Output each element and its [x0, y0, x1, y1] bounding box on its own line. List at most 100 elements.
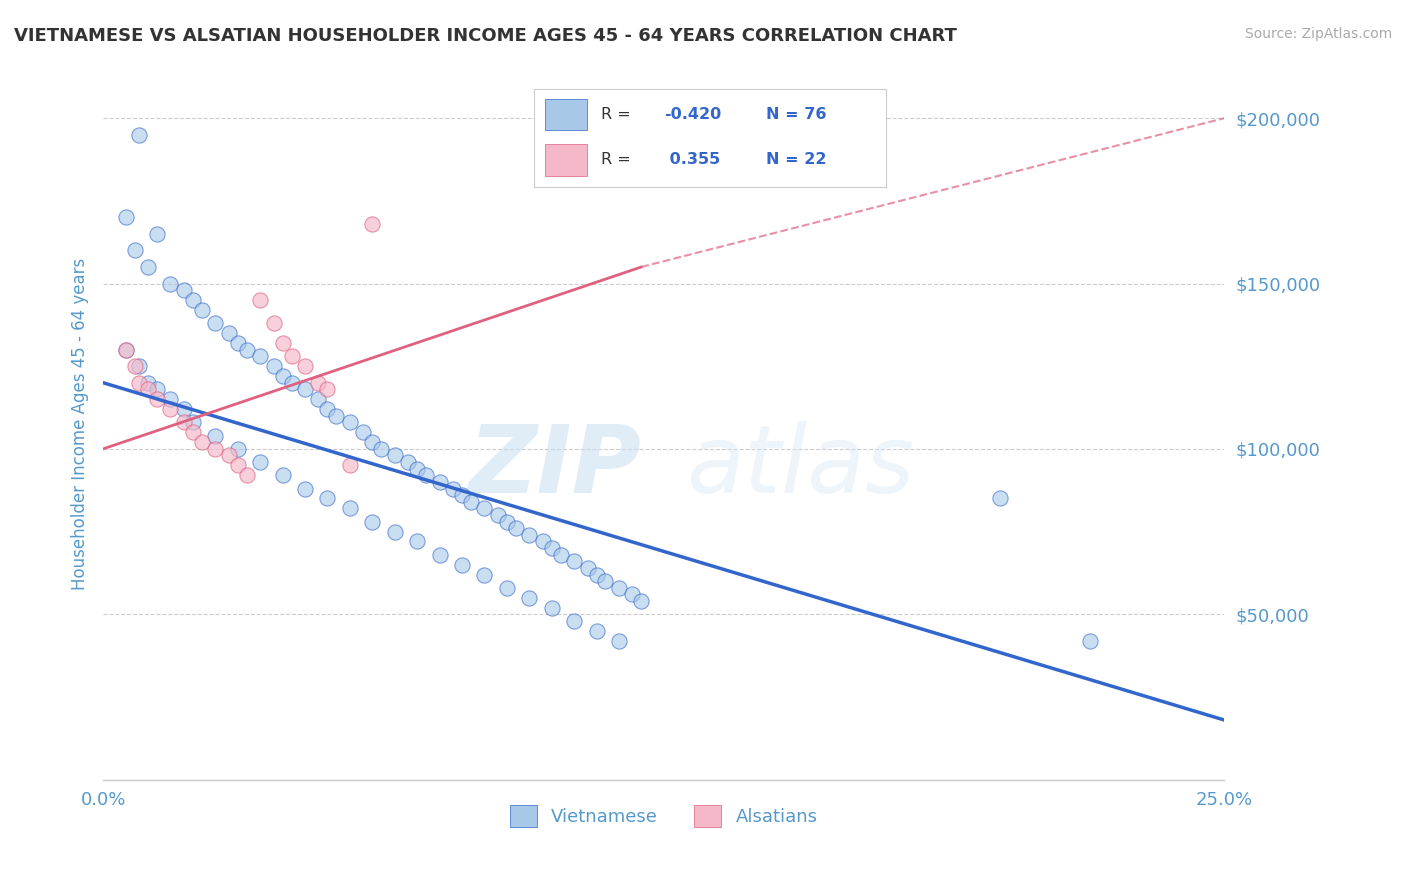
- Point: [226, 458, 249, 473]
- Point: [181, 416, 204, 430]
- Point: [191, 435, 214, 450]
- Point: [531, 534, 554, 549]
- Point: [339, 416, 361, 430]
- Point: [124, 244, 146, 258]
- Point: [204, 442, 226, 456]
- Point: [415, 468, 437, 483]
- Point: [249, 455, 271, 469]
- Point: [988, 491, 1011, 506]
- Point: [562, 554, 585, 568]
- Text: -0.420: -0.420: [665, 107, 721, 122]
- Point: [441, 482, 464, 496]
- Point: [226, 442, 249, 456]
- Point: [339, 458, 361, 473]
- Point: [517, 591, 540, 605]
- Point: [218, 449, 240, 463]
- Text: ZIP: ZIP: [468, 421, 641, 513]
- Point: [316, 382, 339, 396]
- Point: [474, 567, 496, 582]
- Point: [271, 369, 294, 384]
- Point: [204, 428, 226, 442]
- Point: [159, 402, 181, 417]
- Point: [226, 336, 249, 351]
- Point: [235, 468, 257, 483]
- Point: [235, 343, 257, 357]
- Point: [173, 402, 195, 417]
- Point: [361, 217, 384, 231]
- Point: [204, 316, 226, 330]
- Point: [451, 558, 474, 572]
- Point: [429, 475, 451, 489]
- Point: [460, 495, 482, 509]
- Point: [361, 435, 384, 450]
- Point: [191, 302, 214, 317]
- Text: atlas: atlas: [686, 421, 914, 512]
- Point: [505, 521, 527, 535]
- Point: [451, 488, 474, 502]
- Point: [307, 392, 329, 407]
- Point: [607, 581, 630, 595]
- Point: [550, 548, 572, 562]
- Point: [136, 382, 159, 396]
- Point: [352, 425, 374, 440]
- Text: N = 22: N = 22: [766, 153, 827, 168]
- Point: [1078, 633, 1101, 648]
- Point: [128, 376, 150, 390]
- Point: [280, 349, 302, 363]
- Bar: [544, 99, 586, 130]
- Point: [370, 442, 392, 456]
- Point: [562, 614, 585, 628]
- Point: [294, 482, 316, 496]
- Point: [173, 416, 195, 430]
- Point: [136, 260, 159, 274]
- Point: [114, 343, 136, 357]
- Point: [146, 227, 169, 241]
- Point: [517, 528, 540, 542]
- Text: R =: R =: [602, 107, 636, 122]
- Point: [585, 567, 607, 582]
- Text: R =: R =: [602, 153, 636, 168]
- Point: [361, 515, 384, 529]
- Point: [585, 624, 607, 638]
- Point: [159, 277, 181, 291]
- Point: [630, 594, 652, 608]
- Point: [263, 316, 285, 330]
- Point: [384, 449, 406, 463]
- Point: [406, 461, 429, 475]
- Point: [325, 409, 347, 423]
- Text: VIETNAMESE VS ALSATIAN HOUSEHOLDER INCOME AGES 45 - 64 YEARS CORRELATION CHART: VIETNAMESE VS ALSATIAN HOUSEHOLDER INCOM…: [14, 27, 957, 45]
- Point: [396, 455, 419, 469]
- Point: [249, 293, 271, 307]
- Point: [307, 376, 329, 390]
- Point: [128, 128, 150, 142]
- Point: [271, 336, 294, 351]
- Point: [280, 376, 302, 390]
- Point: [576, 561, 599, 575]
- Point: [124, 359, 146, 374]
- Point: [495, 581, 517, 595]
- Point: [128, 359, 150, 374]
- Text: N = 76: N = 76: [766, 107, 827, 122]
- Point: [316, 491, 339, 506]
- Point: [474, 501, 496, 516]
- Point: [159, 392, 181, 407]
- Point: [263, 359, 285, 374]
- Point: [271, 468, 294, 483]
- Point: [339, 501, 361, 516]
- Y-axis label: Householder Income Ages 45 - 64 years: Householder Income Ages 45 - 64 years: [72, 258, 89, 591]
- Point: [540, 541, 562, 555]
- Point: [218, 326, 240, 340]
- Point: [146, 382, 169, 396]
- Point: [621, 587, 644, 601]
- Point: [316, 402, 339, 417]
- Point: [173, 283, 195, 297]
- Point: [181, 425, 204, 440]
- Point: [114, 343, 136, 357]
- Text: Source: ZipAtlas.com: Source: ZipAtlas.com: [1244, 27, 1392, 41]
- Point: [114, 211, 136, 225]
- Point: [294, 382, 316, 396]
- Point: [136, 376, 159, 390]
- Point: [146, 392, 169, 407]
- Text: 0.355: 0.355: [665, 153, 721, 168]
- Point: [595, 574, 617, 589]
